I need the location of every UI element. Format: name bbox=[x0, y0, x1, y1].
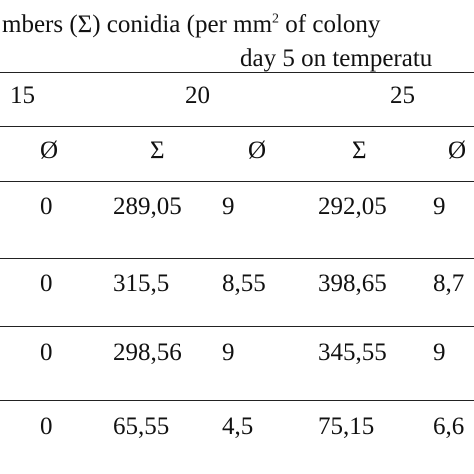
table-cell: 298,56 bbox=[113, 339, 182, 366]
temperature-header-20: 20 bbox=[185, 82, 210, 109]
symbol-header-diameter: Ø bbox=[248, 137, 267, 164]
table-cell: 0 bbox=[40, 193, 53, 220]
table-cell: 9 bbox=[222, 193, 235, 220]
table-cell: 6,6 bbox=[433, 413, 465, 440]
symbol-header-sum: Σ bbox=[352, 137, 367, 164]
table-cell: 292,05 bbox=[318, 193, 387, 220]
table-cell: 0 bbox=[40, 413, 53, 440]
symbol-header-sum: Σ bbox=[150, 137, 165, 164]
table-cell: 315,5 bbox=[113, 270, 170, 297]
table-cell: 75,15 bbox=[318, 413, 375, 440]
table-cell: 8,55 bbox=[222, 270, 266, 297]
symbol-header-diameter: Ø bbox=[448, 137, 467, 164]
temperature-header-15: 15 bbox=[10, 82, 35, 109]
table-cell: 9 bbox=[433, 193, 446, 220]
table-cell: 65,55 bbox=[113, 413, 170, 440]
table-cell: 9 bbox=[433, 339, 446, 366]
temperature-header-25: 25 bbox=[390, 82, 415, 109]
table-rule-subheader bbox=[0, 181, 474, 182]
table-row-divider bbox=[0, 326, 474, 327]
table-caption-line-2: day 5 on temperatu bbox=[240, 45, 433, 72]
table-cell: 0 bbox=[40, 339, 53, 366]
table-row-divider bbox=[0, 258, 474, 259]
table-row-divider bbox=[0, 400, 474, 401]
table-cell: 4,5 bbox=[222, 413, 254, 440]
table-cell: 398,65 bbox=[318, 270, 387, 297]
table-caption-line-1: mbers (Σ) conidia (per mm2 of colony bbox=[2, 12, 380, 37]
table-cell: 289,05 bbox=[113, 193, 182, 220]
caption-superscript: 2 bbox=[272, 11, 280, 27]
caption-text-end: of colony bbox=[279, 11, 381, 38]
table-rule-top bbox=[0, 72, 474, 73]
table-cell: 345,55 bbox=[318, 339, 387, 366]
caption-text-start: mbers (Σ) conidia (per mm bbox=[2, 11, 273, 38]
table-cell: 0 bbox=[40, 270, 53, 297]
table-rule-header bbox=[0, 126, 474, 127]
symbol-header-diameter: Ø bbox=[40, 137, 59, 164]
table-cell: 9 bbox=[222, 339, 235, 366]
table-cell: 8,7 bbox=[433, 270, 465, 297]
